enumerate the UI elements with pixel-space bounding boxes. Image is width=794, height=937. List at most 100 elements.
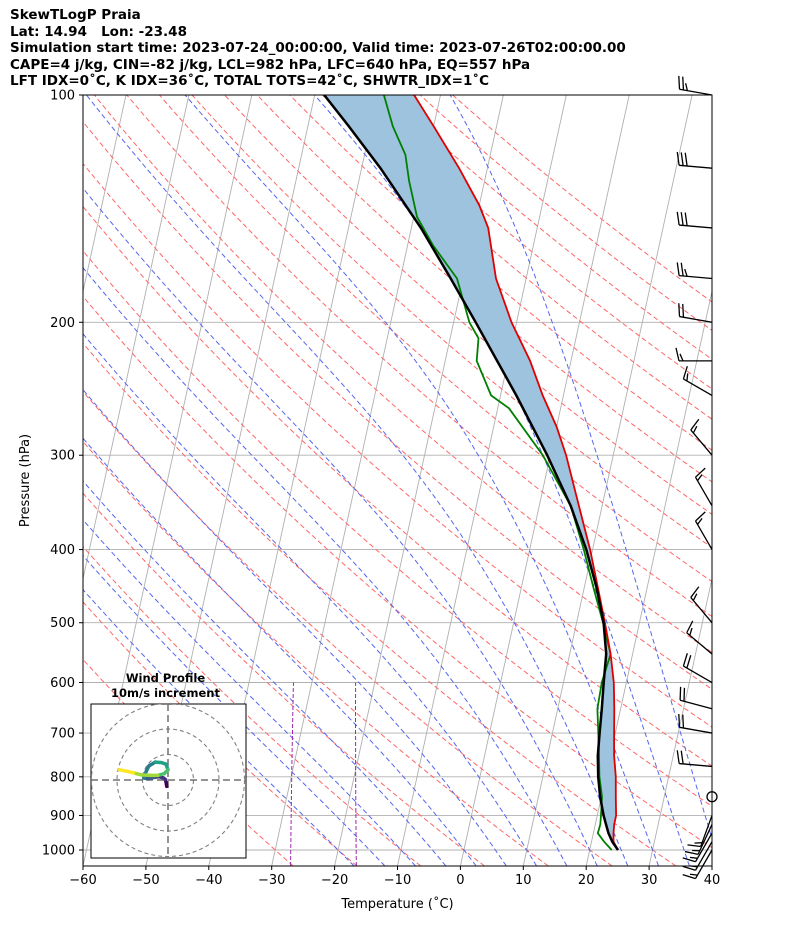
dry-adiabat [224, 95, 712, 515]
background-lines [83, 95, 712, 866]
stability-parameters: CAPE=4 j/kg, CIN=-82 j/kg, LCL=982 hPa, … [10, 56, 531, 73]
wind-barb [690, 418, 713, 456]
wind-barb [678, 713, 713, 734]
dry-adiabat [83, 162, 712, 728]
moist-adiabat [83, 333, 538, 866]
moist-adiabat [83, 555, 386, 866]
y-tick-label: 900 [50, 809, 75, 824]
moist-adiabat [83, 266, 568, 866]
dry-adiabat [159, 95, 712, 583]
moist-adiabat [83, 187, 598, 866]
y-tick-label: 200 [50, 316, 75, 331]
wind-barb [687, 815, 713, 848]
dry-adiabat [83, 440, 549, 866]
chart-title: SkewTLogP Praia [10, 7, 141, 23]
moist-adiabat [83, 437, 477, 866]
y-tick-label: 400 [50, 543, 75, 558]
isotherm-line [522, 95, 693, 866]
y-axis-label: Pressure (hPa) [18, 434, 33, 527]
dry-adiabat [93, 95, 712, 654]
dry-adiabat [256, 95, 712, 483]
mixing-ratio-line [355, 682, 357, 866]
cape-cin-fill [324, 95, 618, 850]
y-tick-label: 700 [50, 727, 75, 742]
x-tick-label: 10 [515, 873, 532, 888]
isotherm-line [711, 863, 712, 866]
dry-adiabat [83, 205, 712, 767]
dry-adiabat [83, 492, 485, 866]
dry-adiabat [83, 545, 422, 866]
moist-adiabat [83, 388, 507, 866]
wind-barb [684, 824, 713, 855]
x-tick-label: 0 [456, 873, 464, 888]
y-tick-label: 800 [50, 770, 75, 785]
y-tick-label: 600 [50, 676, 75, 691]
hodograph-title: Wind Profile [126, 671, 206, 685]
x-tick-label: 20 [578, 873, 595, 888]
parcel-line [323, 95, 620, 851]
wind-barb [678, 303, 713, 323]
dry-adiabat [83, 601, 358, 866]
y-tick-label: 500 [50, 616, 75, 631]
x-tick-label: 40 [704, 873, 721, 888]
dry-adiabat [83, 295, 712, 849]
moist-adiabat [449, 95, 712, 841]
wind-barb [694, 467, 713, 507]
dry-adiabat [289, 95, 712, 451]
x-tick-label: −50 [132, 873, 159, 888]
isotherm-line [397, 95, 567, 866]
wind-barb [690, 586, 713, 624]
moist-adiabat [83, 519, 416, 866]
isotherm-line [83, 95, 127, 294]
wind-barb [676, 211, 713, 229]
wind-barb [682, 653, 713, 684]
dry-adiabat [452, 95, 712, 303]
moist-adiabat [184, 95, 659, 866]
profile-lines [323, 95, 620, 851]
y-tick-label: 100 [50, 89, 75, 104]
wind-barbs [675, 75, 718, 880]
chart-header: SkewTLogP Praia Lat: 14.94 Lon: -23.48 S… [10, 7, 626, 90]
station-location: Lat: 14.94 Lon: -23.48 [10, 23, 187, 40]
x-axis-label: Temperature (˚C) [340, 896, 453, 912]
x-tick-label: −60 [69, 873, 96, 888]
x-tick-label: −30 [258, 873, 285, 888]
isotherm-line [648, 576, 712, 866]
stability-indices: LFT IDX=0˚C, K IDX=36˚C, TOTAL TOTS=42˚C… [10, 73, 490, 89]
y-tick-label: 300 [50, 449, 75, 464]
wind-barb [706, 791, 718, 803]
dry-adiabat [83, 250, 712, 807]
x-tick-label: −10 [384, 873, 411, 888]
hodograph-trace-segment [117, 768, 128, 773]
simulation-times: Simulation start time: 2023-07-24_00:00:… [10, 40, 626, 56]
moist-adiabat [314, 95, 690, 866]
mixing-ratio-line [290, 682, 294, 866]
wind-barb [676, 750, 713, 768]
x-tick-label: −20 [321, 873, 348, 888]
dry-adiabat [126, 95, 712, 618]
wind-barb [676, 262, 713, 280]
wind-barb [676, 151, 713, 169]
temperature-line [413, 95, 619, 851]
hodograph-subtitle: 10m/s increment [111, 686, 220, 700]
wind-barb [682, 849, 713, 880]
wind-barb [694, 511, 713, 550]
x-tick-label: 30 [641, 873, 658, 888]
wind-barb [678, 75, 713, 96]
dry-adiabat [83, 390, 613, 866]
dry-adiabat [83, 342, 677, 866]
isotherm-line [459, 95, 630, 866]
dry-adiabat [83, 658, 294, 866]
axes: −60 −50 −40 −30 −20 −10 0 10 20 30 40 100 200 300 400 5… [18, 89, 720, 913]
isotherm-line [271, 95, 441, 866]
moist-adiabat [83, 588, 355, 866]
wind-barb [682, 832, 713, 863]
isotherm-line [83, 95, 190, 581]
x-tick-label: −40 [195, 873, 222, 888]
dry-adiabat [83, 121, 712, 690]
wind-barb [675, 347, 712, 362]
wind-barb [682, 365, 713, 397]
wind-barb [682, 841, 713, 871]
